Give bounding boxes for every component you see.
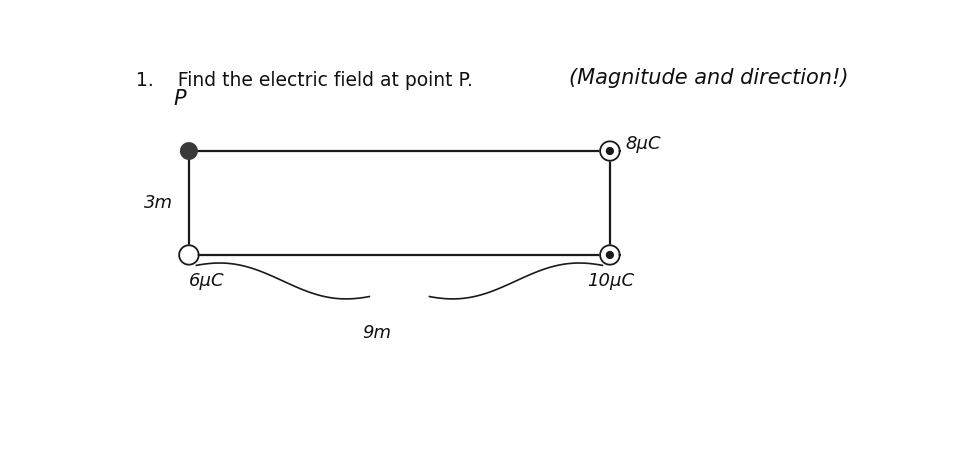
- Polygon shape: [179, 245, 199, 265]
- Polygon shape: [600, 141, 619, 161]
- Text: 6μC: 6μC: [189, 272, 224, 290]
- Text: (Magnitude and direction!): (Magnitude and direction!): [568, 68, 847, 88]
- Polygon shape: [180, 143, 197, 159]
- Text: 9m: 9m: [362, 324, 391, 342]
- Text: 10μC: 10μC: [586, 272, 634, 290]
- Text: 1.    Find the electric field at point P.: 1. Find the electric field at point P.: [136, 71, 479, 90]
- Text: P: P: [173, 90, 186, 109]
- Text: 8μC: 8μC: [624, 135, 660, 153]
- Polygon shape: [606, 252, 612, 258]
- Polygon shape: [600, 245, 619, 265]
- Polygon shape: [606, 148, 612, 154]
- Text: 3m: 3m: [143, 194, 172, 212]
